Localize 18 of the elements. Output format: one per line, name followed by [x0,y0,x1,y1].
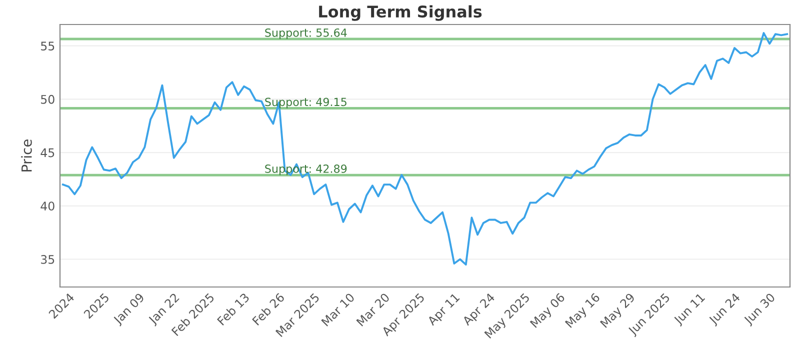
x-tick-label: Feb 26 [252,292,285,326]
chart-title: Long Term Signals [319,5,482,21]
x-tick-label: Jun 11 [672,292,707,327]
y-tick-label: 35 [41,254,54,264]
y-axis-title: Price [21,140,32,172]
x-tick-label: Jun 30 [742,292,778,327]
y-tick-label: 55 [41,42,54,50]
ref-line-label: Support: 55.64 [265,28,347,40]
y-tick-label: 50 [41,94,54,104]
ref-line-label: Support: 49.15 [265,98,346,108]
x-tick-label: Feb 13 [216,292,250,326]
x-tick-label: Apr 11 [426,292,462,328]
x-tick-label: Mar 20 [356,292,390,327]
y-tick-label: 40 [40,202,54,211]
x-tick-label: Jun 24 [708,292,742,327]
x-tick-label: Jan 09 [112,292,146,326]
x-tick-label: Mar 10 [321,292,355,327]
y-tick-label: 45 [40,148,54,158]
